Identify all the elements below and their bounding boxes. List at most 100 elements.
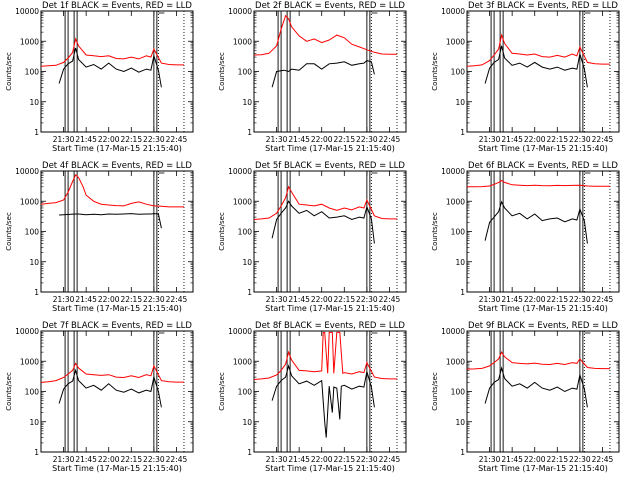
y-tick-label: 10 [242,418,252,427]
y-tick-label: 1 [247,288,252,297]
x-axis-label: Start Time (17-Mar-15 21:15:40) [52,144,182,153]
series-lld-line [466,351,610,370]
x-axis-label: Start Time (17-Mar-15 21:15:40) [478,144,608,153]
series-events-line [58,47,162,88]
x-tick-label: 22:15 [120,295,142,304]
y-tick-label: 1 [247,448,252,457]
x-tick-label: 22:30 [356,135,378,144]
x-tick-label: 22:45 [166,455,188,464]
y-tick-label: 1000 [20,37,39,46]
y-axis-label: Counts/sec [431,52,439,91]
x-axis-label: Start Time (17-Mar-15 21:15:40) [52,304,182,313]
y-tick-label: 10000 [228,7,252,16]
y-tick-label: 100 [451,228,466,237]
detector-panel-2: Det 2f BLACK = Events, RED = LLD 1 10 100 10… [218,1,407,153]
y-tick-label: 10000 [15,327,39,336]
y-tick-label: 100 [238,68,253,77]
detector-panel-4: Det 4f BLACK = Events, RED = LLD 1 10 100 10… [5,161,194,313]
x-tick-label: 21:30 [479,135,501,144]
x-tick-label: 22:30 [143,455,165,464]
panel-title: Det 3f BLACK = Events, RED = LLD [468,1,618,11]
y-tick-label: 1000 [446,37,465,46]
x-tick-label: 21:30 [53,455,75,464]
panel-title: Det 4f BLACK = Events, RED = LLD [42,161,192,171]
y-tick-label: 1 [460,128,465,137]
y-tick-label: 100 [25,228,40,237]
detector-panel-6: Det 6f BLACK = Events, RED = LLD 1 10 100 10… [431,161,620,313]
y-tick-label: 1 [34,448,39,457]
x-tick-label: 21:45 [288,455,310,464]
y-tick-label: 1 [460,448,465,457]
panel-title: Det 5f BLACK = Events, RED = LLD [255,161,405,171]
series-events-line [271,60,375,88]
panel-title: Det 8f BLACK = Events, RED = LLD [255,321,405,331]
y-tick-label: 10000 [441,167,465,176]
x-tick-label: 21:45 [501,135,523,144]
detector-panel-5: Det 5f BLACK = Events, RED = LLD 1 10 100 10… [218,161,407,313]
series-events-line [484,366,588,408]
y-tick-label: 1000 [446,197,465,206]
y-tick-label: 10 [29,258,39,267]
series-events-line [58,368,162,408]
series-lld-line [40,37,184,67]
y-tick-label: 10000 [228,167,252,176]
y-tick-label: 10 [242,98,252,107]
y-axis-label: Counts/sec [5,212,13,251]
y-tick-label: 10 [455,258,465,267]
x-tick-label: 21:30 [53,135,75,144]
y-axis-label: Counts/sec [218,212,226,251]
y-tick-label: 1 [34,128,39,137]
y-tick-label: 1000 [20,357,39,366]
x-tick-label: 21:45 [288,295,310,304]
x-tick-label: 22:30 [356,295,378,304]
x-tick-label: 22:45 [592,295,614,304]
x-tick-label: 22:45 [592,455,614,464]
y-tick-label: 1 [247,128,252,137]
x-tick-label: 22:45 [166,135,188,144]
series-lld-line [466,33,610,67]
series-events-line [271,364,375,438]
x-tick-label: 21:45 [288,135,310,144]
y-tick-label: 10 [29,418,39,427]
x-tick-label: 22:15 [546,455,568,464]
y-tick-label: 10000 [15,7,39,16]
series-events-line [484,45,588,88]
y-tick-label: 100 [451,68,466,77]
x-tick-label: 21:45 [75,455,97,464]
x-tick-label: 21:45 [501,295,523,304]
y-axis-label: Counts/sec [218,52,226,91]
panel-title: Det 7f BLACK = Events, RED = LLD [42,321,192,331]
x-tick-label: 22:30 [569,295,591,304]
x-tick-label: 22:30 [143,295,165,304]
x-tick-label: 21:30 [479,455,501,464]
x-tick-label: 22:15 [333,295,355,304]
y-tick-label: 100 [25,388,40,397]
series-lld-line [253,185,397,220]
x-tick-label: 22:15 [546,295,568,304]
y-axis-label: Counts/sec [5,52,13,91]
x-axis-label: Start Time (17-Mar-15 21:15:40) [265,464,395,473]
panel-title: Det 2f BLACK = Events, RED = LLD [255,1,405,11]
detector-panel-3: Det 3f BLACK = Events, RED = LLD 1 10 100 10… [431,1,620,153]
x-tick-label: 22:30 [356,455,378,464]
x-tick-label: 22:00 [524,295,546,304]
x-tick-label: 22:45 [379,295,401,304]
x-tick-label: 21:45 [75,135,97,144]
y-tick-label: 1000 [233,197,252,206]
x-tick-label: 22:00 [524,455,546,464]
x-tick-label: 22:30 [569,135,591,144]
y-tick-label: 10000 [441,327,465,336]
y-tick-label: 10 [242,258,252,267]
x-tick-label: 22:15 [120,455,142,464]
y-tick-label: 10000 [15,167,39,176]
y-axis-label: Counts/sec [431,212,439,251]
x-tick-label: 22:30 [143,135,165,144]
y-tick-label: 10 [29,98,39,107]
y-tick-label: 100 [25,68,40,77]
x-tick-label: 22:15 [333,135,355,144]
y-tick-label: 1 [460,288,465,297]
y-tick-label: 10 [455,418,465,427]
y-tick-label: 10000 [441,7,465,16]
